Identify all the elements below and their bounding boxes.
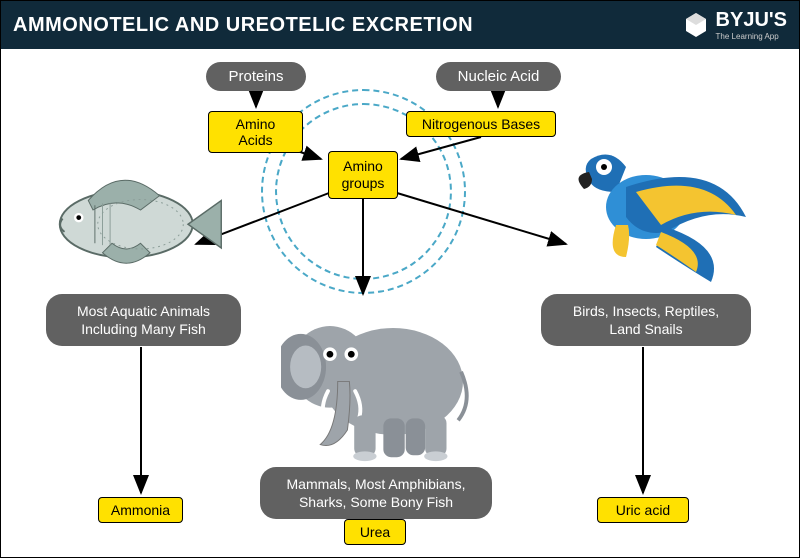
node-aquatic-animals: Most Aquatic AnimalsIncluding Many Fish <box>46 294 241 346</box>
logo-icon <box>682 11 710 39</box>
node-amino-acids: Amino Acids <box>208 111 303 153</box>
node-nitrogenous-bases: Nitrogenous Bases <box>406 111 556 137</box>
node-urea: Urea <box>344 519 406 545</box>
diagram-container: AMMONOTELIC AND UREOTELIC EXCRETION BYJU… <box>0 0 800 558</box>
logo-text: BYJU'S <box>716 9 787 32</box>
node-amino-groups: Aminogroups <box>328 151 398 199</box>
brand-logo: BYJU'S The Learning App <box>682 9 787 41</box>
elephant-icon <box>281 294 476 464</box>
node-mammals: Mammals, Most Amphibians,Sharks, Some Bo… <box>260 467 492 519</box>
node-proteins: Proteins <box>206 62 306 91</box>
node-nucleic-acid: Nucleic Acid <box>436 62 561 91</box>
fish-icon <box>36 157 226 282</box>
diagram-canvas: Proteins Nucleic Acid Amino Acids Nitrog… <box>1 49 799 557</box>
node-ammonia: Ammonia <box>98 497 183 523</box>
logo-subtitle: The Learning App <box>716 32 787 41</box>
page-title: AMMONOTELIC AND UREOTELIC EXCRETION <box>13 14 473 37</box>
parrot-icon <box>556 137 756 287</box>
node-uric-acid: Uric acid <box>597 497 689 523</box>
node-birds: Birds, Insects, Reptiles,Land Snails <box>541 294 751 346</box>
header-bar: AMMONOTELIC AND UREOTELIC EXCRETION BYJU… <box>1 1 799 49</box>
